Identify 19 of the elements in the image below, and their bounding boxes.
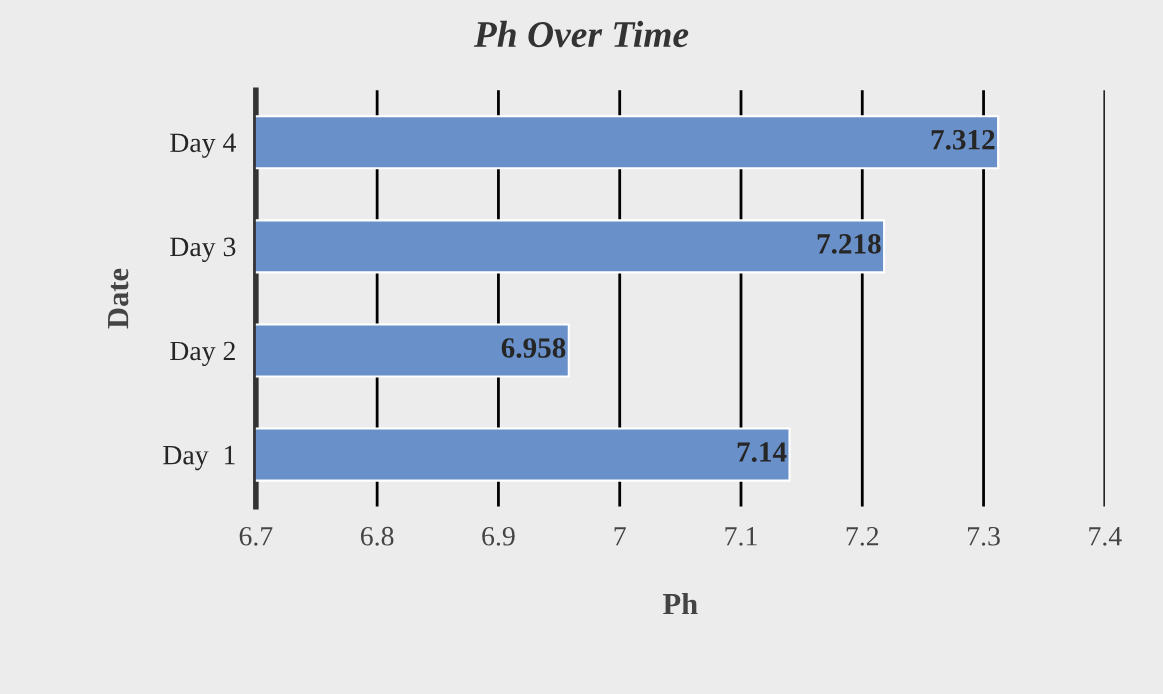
data-label: 7.218 (817, 233, 881, 254)
y-tick-label: Day 1 (163, 445, 235, 471)
y-tick-label: Day 2 (170, 341, 235, 367)
x-tick-label: 7.2 (846, 526, 879, 546)
x-tick-label: 7 (614, 527, 626, 546)
x-tick-label: 6.7 (239, 526, 273, 546)
data-label: 7.14 (737, 442, 787, 462)
y-tick-label: Day 4 (170, 133, 236, 158)
x-tick-label: 6.9 (482, 526, 515, 546)
x-tick-label: 7.1 (725, 527, 757, 546)
y-tick-label: Day 3 (170, 237, 236, 262)
x-tick-label: 7.3 (968, 526, 1000, 546)
data-label: 7.312 (931, 129, 995, 150)
chart-title: Ph Over Time (473, 20, 689, 48)
x-axis-title: Ph (663, 592, 698, 615)
data-label: 6.958 (501, 338, 566, 358)
x-tick-label: 6.8 (360, 526, 394, 546)
y-axis-title: Date (108, 268, 129, 329)
x-tick-label: 7.4 (1089, 527, 1122, 546)
